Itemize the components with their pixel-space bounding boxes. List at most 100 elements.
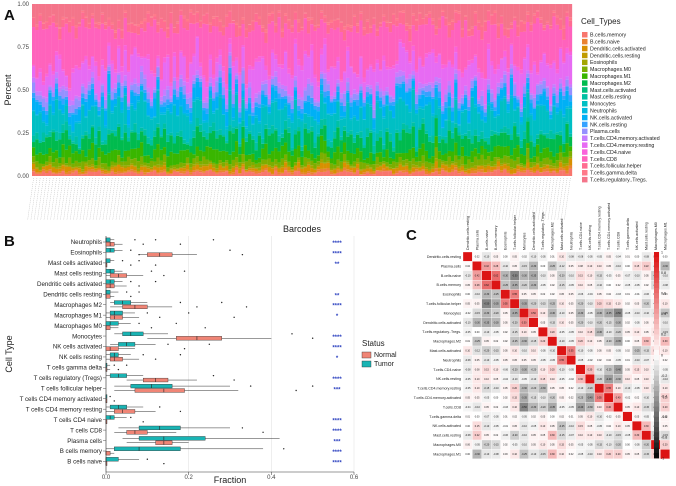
bar-segment <box>329 147 334 159</box>
bar-segment <box>437 108 442 136</box>
bar-segment <box>238 154 242 163</box>
bar-segment <box>126 4 131 24</box>
bar-segment <box>532 94 537 98</box>
bar-segment <box>113 92 118 99</box>
bar-segment <box>297 4 301 20</box>
cell-value: 0.15 <box>578 274 583 277</box>
bar-segment <box>162 128 167 148</box>
bar-segment <box>238 162 242 167</box>
bar-segment <box>149 167 154 170</box>
bar-segment <box>35 115 39 133</box>
legend-item-label: T.cells.CD8 <box>590 157 617 163</box>
bar-segment <box>274 71 278 77</box>
bar-segment <box>221 95 226 99</box>
bar-segment <box>385 87 389 92</box>
bar-segment <box>300 26 304 28</box>
bar-segment <box>424 104 429 106</box>
bar-segment <box>140 85 144 91</box>
bar-segment <box>346 102 350 133</box>
bar-segment <box>113 136 118 150</box>
bar-segment <box>385 27 389 67</box>
bar-segment <box>323 15 327 18</box>
bar-segment <box>460 166 465 171</box>
bar-segment <box>519 116 524 122</box>
bar-segment <box>496 4 501 24</box>
bar-segment <box>447 107 452 121</box>
bar-segment <box>467 29 471 31</box>
legend-item-label: Eosinophils <box>590 60 617 66</box>
bar-segment <box>202 130 206 137</box>
bar-segment <box>447 164 452 168</box>
bar-segment <box>336 172 340 176</box>
x-tick-label <box>151 177 159 221</box>
bar-segment <box>162 112 167 115</box>
cell-value: -0.30 <box>531 284 537 287</box>
bar-segment <box>241 99 245 121</box>
bar-segment <box>313 119 317 121</box>
bar-segment <box>280 158 285 166</box>
outlier-point <box>208 343 211 345</box>
cell-value: -0.30 <box>521 274 527 277</box>
bar-segment <box>202 107 206 111</box>
bar-segment <box>568 108 573 134</box>
bar-segment <box>506 170 510 173</box>
bar-segment <box>372 174 376 176</box>
cell-value: 0.02 <box>494 406 499 409</box>
bar-segment <box>526 121 530 144</box>
bar-segment <box>100 92 105 97</box>
bar-segment <box>74 169 78 171</box>
bar-segment <box>372 69 376 72</box>
bar-segment <box>388 95 393 97</box>
bar-segment <box>342 160 347 163</box>
bar-segment <box>38 111 42 114</box>
bar-segment <box>202 166 206 172</box>
bar-segment <box>392 13 396 15</box>
legend-swatch <box>582 121 588 128</box>
bar-segment <box>215 172 219 174</box>
bar-segment <box>486 105 491 138</box>
bar-segment <box>159 167 164 171</box>
bar-segment <box>130 163 134 166</box>
bar-segment <box>460 171 465 176</box>
bar-segment <box>454 69 458 74</box>
bar-segment <box>212 164 216 168</box>
bar-segment <box>221 114 226 115</box>
bar-segment <box>306 78 311 84</box>
cell-value: -0.05 <box>578 359 584 362</box>
row-label: B.cells.memory <box>436 283 461 287</box>
bar-segment <box>320 162 324 169</box>
bar-segment <box>169 132 173 136</box>
bar-segment <box>486 102 491 106</box>
bar-segment <box>153 16 157 20</box>
bar-segment <box>555 112 560 115</box>
bar-segment <box>568 51 573 56</box>
bar-segment <box>562 163 566 167</box>
bar-segment <box>460 94 465 98</box>
bar-segment <box>339 102 344 106</box>
bar-segment <box>270 87 275 101</box>
bar-segment <box>333 131 337 139</box>
cell-value: 0.05 <box>625 406 630 409</box>
bar-segment <box>231 23 236 62</box>
bar-segment <box>205 119 209 123</box>
bar-segment <box>221 81 226 88</box>
legend-swatch <box>582 45 588 52</box>
bar-segment <box>558 78 563 84</box>
cell-value: 0.15 <box>512 397 517 400</box>
cell-value: 0.00 <box>635 256 640 259</box>
bar-segment <box>519 103 524 109</box>
bar-segment <box>483 122 488 138</box>
cell-value: 0.00 <box>475 331 480 334</box>
outlier-point <box>154 264 157 266</box>
cell-value: -0.25 <box>550 303 556 306</box>
bar-segment <box>385 171 389 176</box>
bar-segment <box>516 99 520 103</box>
bar-segment <box>450 161 455 164</box>
cell-value: -0.10 <box>597 368 603 371</box>
bar-segment <box>77 67 82 70</box>
bar-segment <box>185 113 190 117</box>
bar-segment <box>274 90 278 99</box>
cell-value: 0.15 <box>635 265 640 268</box>
bar-segment <box>104 128 108 140</box>
cell-value: 0.15 <box>606 303 611 306</box>
